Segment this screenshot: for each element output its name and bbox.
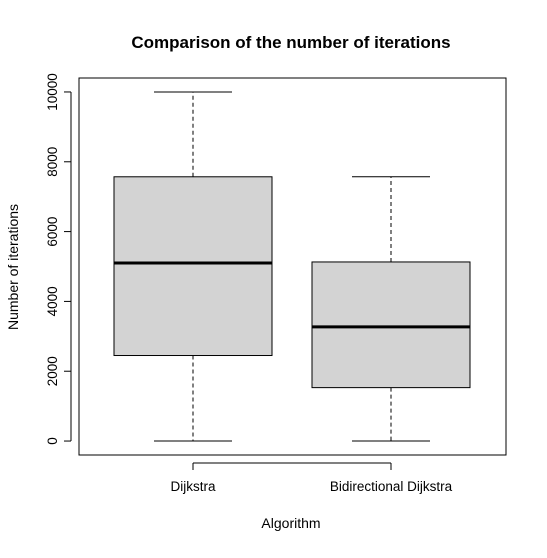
y-tick-label: 0 [45,437,60,445]
x-tick-label: Dijkstra [170,479,215,494]
chart-marks: 0 2000 4000 6000 8000 10000 Dijkstra Bidirectio… [45,73,471,494]
y-tick-label: 10000 [45,73,60,111]
plot-frame [78,77,507,456]
box-iqr [113,176,273,357]
y-axis-title: Number of iterations [5,204,21,330]
box-iqr [311,261,471,389]
y-tick-label: 6000 [45,217,60,247]
y-tick-label: 8000 [45,147,60,177]
x-axis-title: Algorithm [261,515,320,531]
x-tick-label: Bidirectional Dijkstra [330,479,453,494]
y-tick-label: 2000 [45,356,60,386]
chart-title: Comparison of the number of iterations [131,33,450,52]
y-tick-label: 4000 [45,286,60,316]
